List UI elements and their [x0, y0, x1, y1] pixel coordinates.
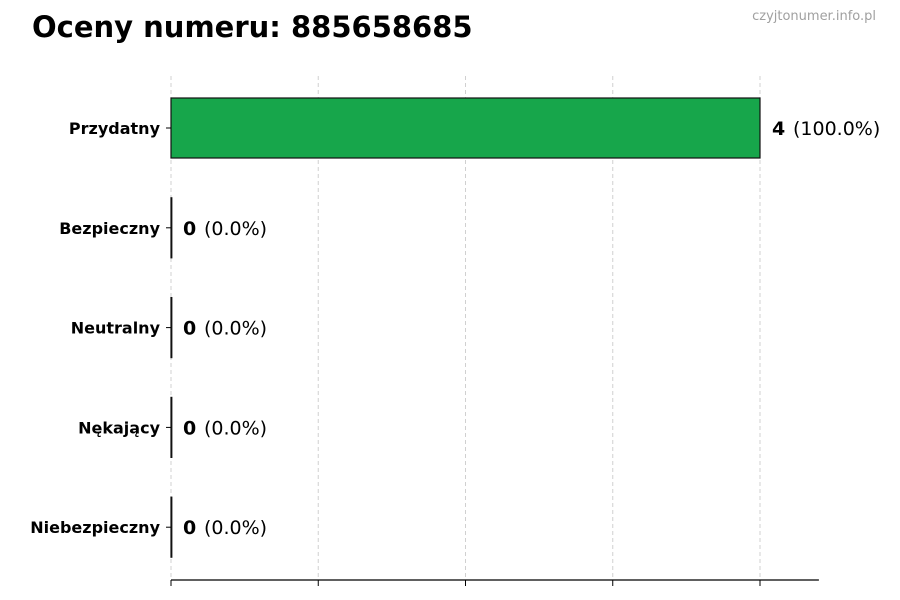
chart-title: Oceny numeru: 885658685 [32, 10, 473, 44]
value-label: 0 [183, 417, 196, 439]
bar [170, 496, 173, 558]
percent-label: (0.0%) [204, 417, 267, 439]
percent-label: (0.0%) [204, 218, 267, 240]
category-label: Bezpieczny [59, 219, 160, 238]
category-label: Niebezpieczny [30, 518, 160, 537]
value-label: 0 [183, 218, 196, 240]
value-label: 0 [183, 318, 196, 340]
category-label: Nękający [78, 418, 160, 437]
value-label: 4 [772, 118, 785, 140]
percent-label: (0.0%) [204, 318, 267, 340]
watermark: czyjtonumer.info.pl [752, 9, 876, 24]
bar [170, 297, 173, 359]
bar [170, 97, 761, 159]
category-label: Neutralny [71, 319, 161, 338]
category-label: Przydatny [69, 119, 161, 138]
bar [170, 197, 173, 259]
percent-label: (100.0%) [793, 118, 880, 140]
percent-label: (0.0%) [204, 517, 267, 539]
bar [170, 396, 173, 458]
value-label: 0 [183, 517, 196, 539]
